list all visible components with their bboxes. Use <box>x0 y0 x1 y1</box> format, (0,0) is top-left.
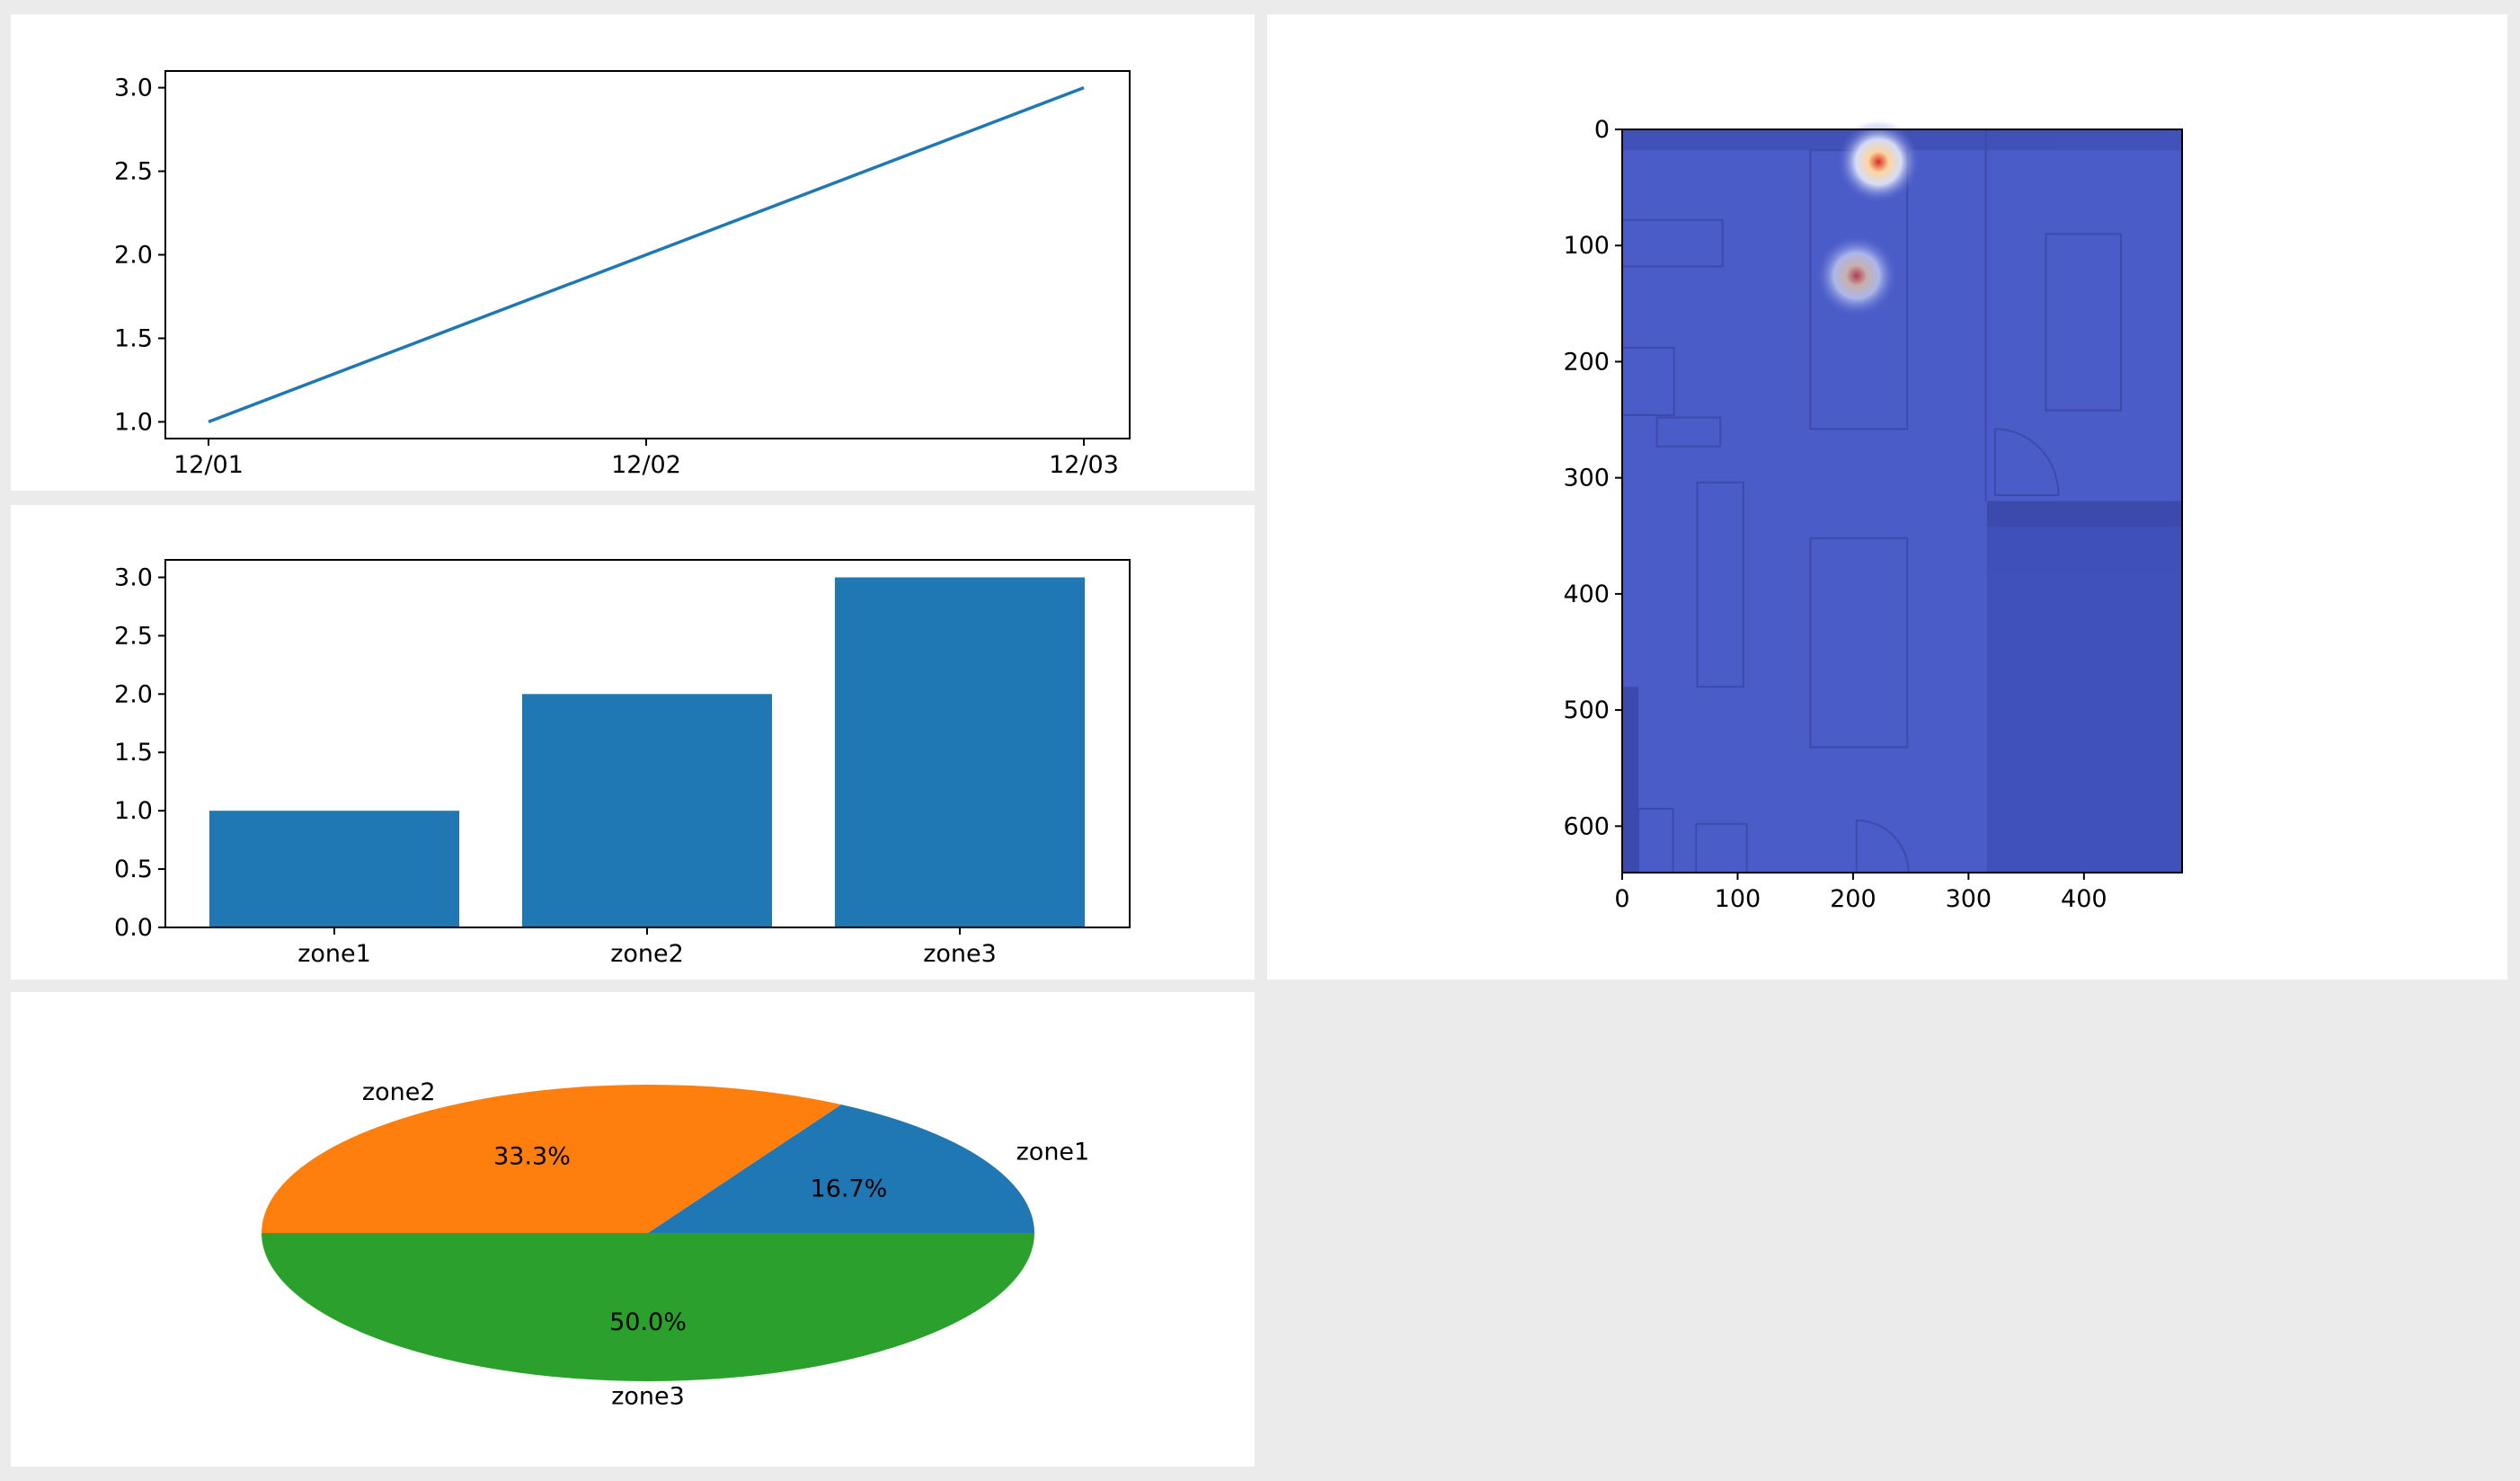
y-tick-label: 3.0 <box>114 563 153 591</box>
bar-chart-panel: 0.0 0.5 1.0 1.5 2.0 2.5 3.0 zone1 zone2 zone3 <box>11 505 1255 980</box>
heatmap-hotspot <box>1837 120 1921 204</box>
heatmap-hotspot <box>1815 234 1898 317</box>
bar-zone2 <box>522 694 772 927</box>
pie-slice-zone2 <box>262 1085 841 1233</box>
pie-percent-label: 16.7% <box>811 1175 888 1203</box>
y-tick-label: 3.0 <box>114 75 153 102</box>
pie-slice-zone3 <box>262 1233 1034 1381</box>
bar-zone1 <box>209 811 459 927</box>
pie-chart: 16.7% zone1 33.3% zone2 50.0% zone3 <box>262 1078 1090 1411</box>
y-tick-label: 2.5 <box>114 622 153 650</box>
x-tick-label: zone2 <box>610 940 684 968</box>
floor-plan <box>1621 129 2182 874</box>
pie-chart-panel: 16.7% zone1 33.3% zone2 50.0% zone3 <box>11 992 1255 1467</box>
y-tick-label: 0 <box>1594 116 1610 144</box>
y-tick-label: 0.0 <box>114 914 153 942</box>
heatmap-chart: 0 100 200 300 400 500 600 0 100 200 300 400 <box>1563 116 2183 913</box>
pie-label: zone3 <box>611 1383 685 1411</box>
x-tick-label: 12/02 <box>611 451 681 479</box>
x-tick-label: zone1 <box>297 940 371 968</box>
line-chart: 1.0 1.5 2.0 2.5 3.0 12/01 12/02 12/03 <box>114 70 1131 479</box>
y-tick-label: 2.0 <box>114 680 153 708</box>
x-tick-label: 300 <box>1946 885 1992 913</box>
y-tick-label: 1.5 <box>114 739 153 767</box>
pie-percent-label: 33.3% <box>493 1142 571 1170</box>
x-tick-label: 12/03 <box>1049 451 1119 479</box>
y-tick-label: 500 <box>1563 696 1610 724</box>
y-tick-label: 2.5 <box>114 158 153 186</box>
y-tick-label: 1.0 <box>114 408 153 436</box>
line-chart-panel: 1.0 1.5 2.0 2.5 3.0 12/01 12/02 12/03 <box>11 14 1255 491</box>
x-tick-label: 400 <box>2061 885 2107 913</box>
y-tick-label: 0.5 <box>114 856 153 883</box>
series-line <box>208 85 1085 424</box>
heatmap-panel: 0 100 200 300 400 500 600 0 100 200 300 400 <box>1267 14 2507 980</box>
bar-chart: 0.0 0.5 1.0 1.5 2.0 2.5 3.0 zone1 zone2 zone3 <box>114 559 1131 968</box>
plot-frame <box>1621 129 2183 874</box>
pie-label: zone2 <box>362 1078 436 1106</box>
x-tick-label: 100 <box>1715 885 1761 913</box>
x-tick-label: 0 <box>1614 885 1629 913</box>
pie-percent-label: 50.0% <box>609 1308 687 1336</box>
y-tick-label: 200 <box>1563 348 1610 376</box>
y-tick-label: 400 <box>1563 581 1610 608</box>
y-tick-label: 600 <box>1563 812 1610 840</box>
y-tick-label: 300 <box>1563 465 1610 492</box>
y-tick-label: 1.5 <box>114 324 153 352</box>
y-tick-label: 100 <box>1563 232 1610 260</box>
pie-label: zone1 <box>1016 1138 1090 1166</box>
x-tick-label: 200 <box>1830 885 1877 913</box>
x-tick-label: zone3 <box>923 940 997 968</box>
bar-zone3 <box>835 577 1085 927</box>
pie-slice-zone1 <box>648 1104 1034 1233</box>
x-tick-label: 12/01 <box>173 451 244 479</box>
y-tick-label: 1.0 <box>114 797 153 825</box>
y-tick-label: 2.0 <box>114 242 153 270</box>
